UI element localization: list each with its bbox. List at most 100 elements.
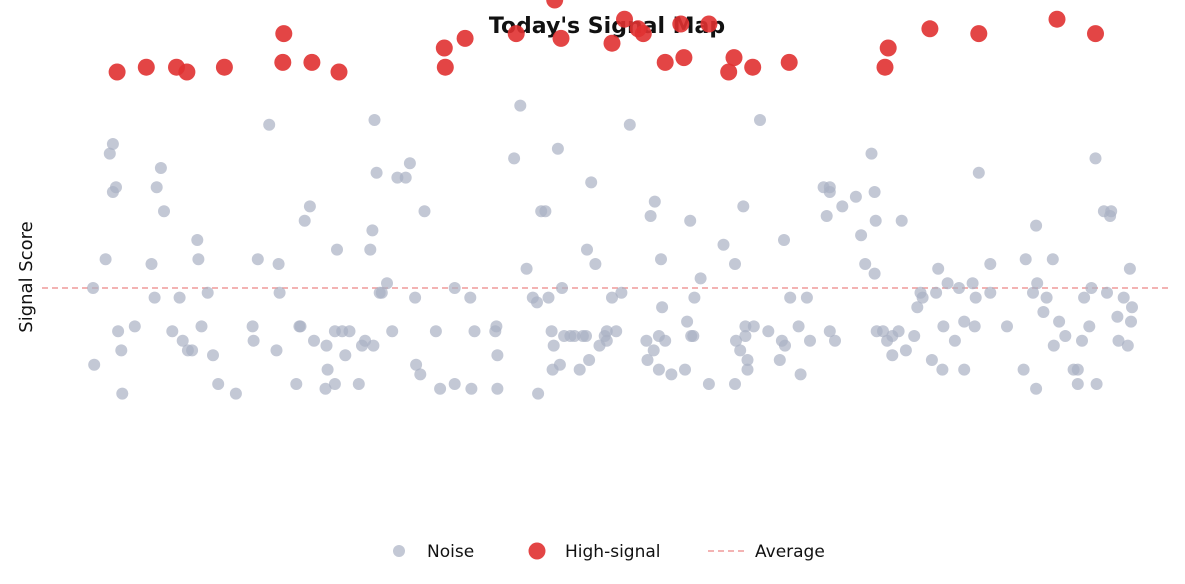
noise-point bbox=[580, 330, 592, 342]
noise-point bbox=[1117, 291, 1130, 304]
noise-point bbox=[679, 363, 691, 376]
legend-high-signal-label: High-signal bbox=[565, 542, 661, 562]
noise-point bbox=[747, 320, 760, 333]
noise-point bbox=[804, 334, 816, 347]
noise-point bbox=[1037, 306, 1050, 318]
noise-point bbox=[409, 291, 422, 304]
noise-point bbox=[531, 296, 543, 309]
noise-point bbox=[792, 320, 805, 333]
noise-point bbox=[694, 272, 707, 285]
noise-point bbox=[1123, 262, 1136, 275]
noise-point bbox=[418, 205, 431, 218]
noise-point bbox=[1053, 315, 1066, 328]
noise-point bbox=[399, 171, 412, 184]
noise-point bbox=[984, 286, 997, 299]
noise-point bbox=[1111, 310, 1124, 323]
noise-point bbox=[166, 325, 179, 338]
noise-point bbox=[741, 354, 754, 366]
noise-point bbox=[251, 253, 264, 266]
high-signal-point bbox=[137, 58, 155, 76]
noise-point bbox=[158, 205, 170, 218]
high-signal-point bbox=[700, 15, 718, 33]
noise-point bbox=[207, 349, 219, 362]
high-signal-point bbox=[921, 20, 939, 38]
high-signal-point bbox=[456, 29, 474, 47]
noise-point bbox=[573, 363, 586, 376]
noise-point bbox=[729, 258, 741, 270]
noise-point bbox=[103, 147, 116, 160]
noise-point bbox=[1040, 291, 1053, 304]
noise-point bbox=[1076, 334, 1088, 347]
noise-point bbox=[176, 334, 189, 347]
high-signal-point bbox=[552, 29, 570, 47]
noise-point bbox=[568, 330, 581, 342]
noise-point bbox=[892, 325, 905, 338]
noise-point bbox=[366, 224, 379, 237]
noise-point bbox=[112, 325, 125, 338]
noise-point bbox=[106, 138, 119, 150]
high-signal-point bbox=[275, 25, 293, 43]
noise-point bbox=[319, 382, 332, 395]
noise-point bbox=[1071, 378, 1084, 390]
noise-point bbox=[948, 334, 961, 347]
noise-point bbox=[464, 291, 477, 304]
noise-point bbox=[352, 378, 365, 390]
noise-point bbox=[794, 368, 807, 381]
noise-point bbox=[930, 286, 943, 299]
noise-point bbox=[303, 200, 316, 213]
noise-point bbox=[343, 325, 356, 338]
high-signal-point bbox=[108, 63, 126, 81]
noise-point bbox=[941, 277, 954, 290]
high-signal-point bbox=[720, 63, 738, 81]
noise-point bbox=[273, 286, 286, 299]
high-signal-point bbox=[876, 58, 894, 76]
noise-point bbox=[1030, 219, 1043, 232]
high-signal-point bbox=[178, 63, 196, 81]
high-signal-point bbox=[215, 58, 233, 76]
noise-point bbox=[869, 214, 882, 227]
noise-point bbox=[647, 344, 660, 357]
noise-point bbox=[1112, 334, 1125, 347]
noise-point bbox=[659, 334, 672, 347]
noise-point bbox=[1046, 253, 1059, 266]
noise-point bbox=[823, 325, 836, 338]
noise-point bbox=[556, 282, 568, 294]
noise-point bbox=[191, 234, 204, 246]
noise-point bbox=[364, 243, 377, 256]
noise-point bbox=[290, 378, 303, 390]
noise-point bbox=[186, 344, 199, 357]
noise-point bbox=[508, 152, 521, 165]
noise-point bbox=[367, 339, 380, 352]
high-signal-series bbox=[108, 0, 1104, 81]
noise-point bbox=[688, 291, 701, 304]
noise-point bbox=[739, 320, 752, 333]
noise-point bbox=[737, 200, 750, 213]
noise-point bbox=[386, 325, 399, 338]
noise-point bbox=[434, 382, 447, 395]
noise-point bbox=[403, 157, 416, 170]
noise-point bbox=[820, 210, 833, 222]
noise-point bbox=[491, 349, 504, 362]
noise-point bbox=[665, 368, 678, 381]
noise-point bbox=[391, 171, 404, 184]
noise-point bbox=[1001, 320, 1013, 333]
noise-point bbox=[762, 325, 775, 338]
high-signal-point bbox=[780, 53, 798, 71]
noise-point bbox=[448, 282, 461, 294]
noise-point bbox=[836, 200, 849, 213]
noise-point bbox=[972, 166, 985, 179]
noise-point bbox=[246, 320, 259, 333]
noise-point bbox=[655, 253, 667, 266]
noise-point bbox=[1126, 301, 1138, 314]
noise-point bbox=[684, 214, 697, 227]
noise-point bbox=[128, 320, 141, 333]
noise-point bbox=[958, 363, 971, 376]
noise-point bbox=[429, 325, 442, 338]
noise-point bbox=[545, 325, 558, 338]
noise-point bbox=[1121, 339, 1134, 352]
noise-point bbox=[1019, 253, 1032, 266]
noise-point bbox=[656, 301, 669, 314]
noise-point bbox=[741, 363, 754, 376]
noise-point bbox=[877, 325, 889, 338]
